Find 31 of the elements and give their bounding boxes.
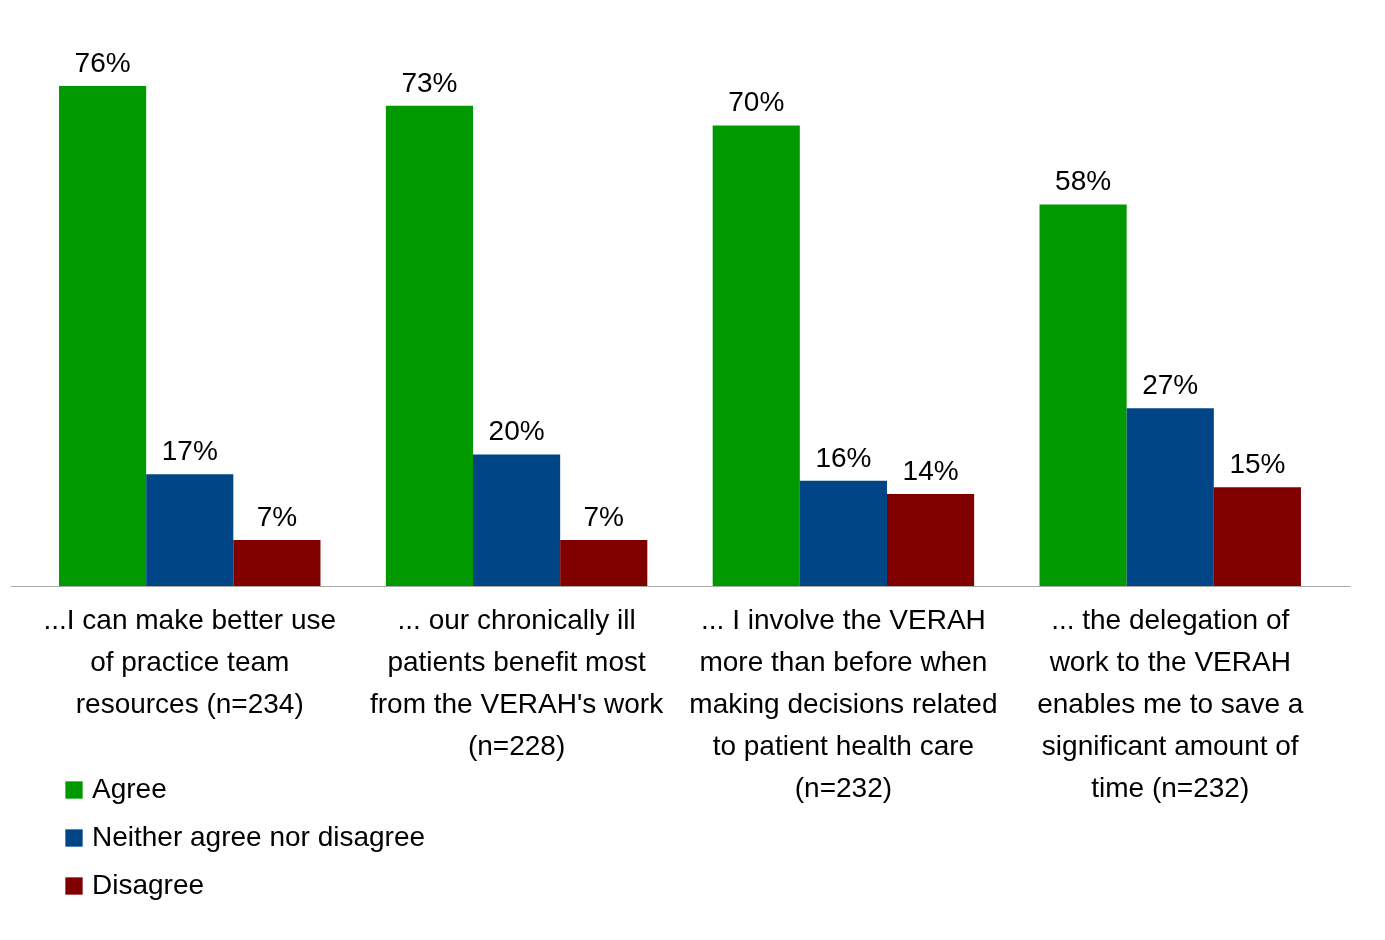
data-label: 70% (728, 86, 785, 118)
bar (799, 480, 887, 586)
data-label: 58% (1055, 165, 1112, 197)
bar (146, 474, 234, 586)
data-label: 14% (902, 454, 959, 486)
legend-label: Neither agree nor disagree (92, 821, 426, 852)
x-tick-label: ... I involve the VERAH more than before when making decisions related to patient health care (n=232) (689, 603, 998, 803)
data-label: 7% (583, 500, 624, 532)
data-label: 7% (256, 500, 298, 532)
data-label: 16% (815, 441, 872, 473)
bar (385, 105, 474, 586)
legend-label: Disagree (92, 869, 205, 900)
x-tick-label: ... our chronically ill patients benefit most from the VERAH's work (n=228) (369, 603, 665, 761)
legend-label: Agree (92, 773, 167, 804)
data-label: 15% (1229, 448, 1286, 480)
data-label: 20% (488, 415, 545, 447)
data-label: 17% (161, 435, 218, 467)
bar (233, 539, 321, 586)
bar (1039, 204, 1127, 586)
x-tick-label: ...I can make better use of practice team resources (n=234) (43, 603, 337, 719)
bar (1213, 487, 1301, 586)
data-label: 73% (401, 66, 458, 98)
bar (1126, 408, 1214, 586)
bar (59, 86, 147, 586)
bar (560, 539, 648, 586)
x-tick-label: ... the delegation of work to the VERAH enables me to save a significant amount of time (n=232) (1037, 603, 1304, 803)
data-label: 76% (74, 47, 131, 78)
bar (473, 454, 561, 586)
data-label: 27% (1142, 369, 1199, 401)
bar (886, 493, 975, 586)
bar (712, 125, 800, 586)
